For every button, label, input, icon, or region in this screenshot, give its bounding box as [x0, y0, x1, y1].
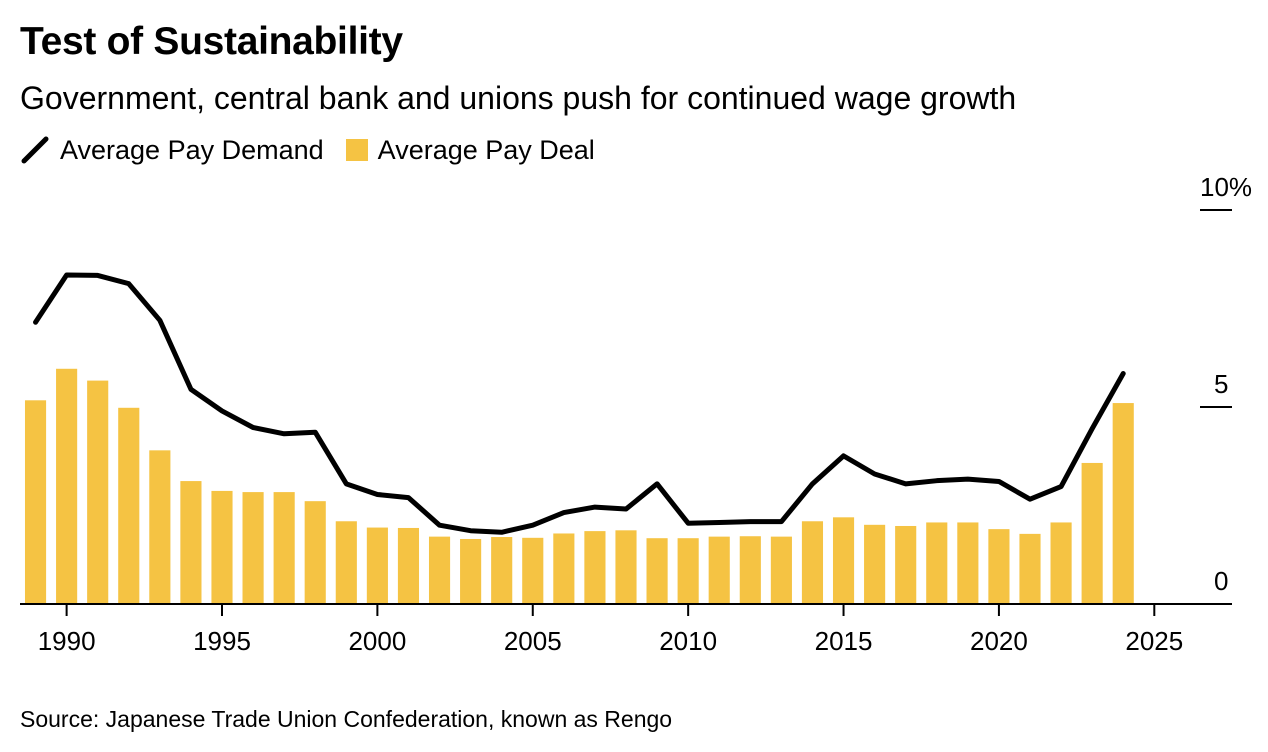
- x-tick-label-2005: 2005: [504, 626, 562, 656]
- bar-2012: [739, 536, 761, 604]
- x-tick-label-2015: 2015: [815, 626, 873, 656]
- y-tick-label-10: 10%: [1200, 172, 1252, 202]
- bar-1992: [118, 407, 140, 604]
- x-tick-label-2010: 2010: [659, 626, 717, 656]
- square-icon: [345, 139, 368, 161]
- bar-2019: [957, 522, 979, 604]
- bar-1993: [149, 450, 171, 604]
- bar-1996: [242, 492, 264, 604]
- bar-2015: [832, 517, 855, 604]
- bar-1991: [87, 380, 109, 604]
- bar-2023: [1081, 462, 1103, 604]
- bar-2011: [708, 536, 730, 604]
- source-note: Source: Japanese Trade Union Confederati…: [20, 706, 673, 732]
- legend-label-pay-demand: Average Pay Demand: [60, 134, 324, 165]
- bar-2016: [864, 524, 886, 604]
- x-tick-label-2000: 2000: [348, 626, 406, 656]
- bar-2007: [584, 531, 606, 604]
- bar-2018: [926, 522, 948, 604]
- bar-2021: [1019, 533, 1041, 604]
- bar-1995: [211, 490, 233, 604]
- x-tick-label-1990: 1990: [38, 626, 96, 656]
- bar-2010: [677, 538, 699, 604]
- x-tick-label-2025: 2025: [1125, 626, 1183, 656]
- legend-label-pay-deal: Average Pay Deal: [377, 134, 595, 165]
- bar-2024: [1112, 403, 1134, 604]
- bar-1990: [56, 368, 78, 604]
- bar-1998: [304, 501, 326, 604]
- bar-2020: [988, 529, 1010, 604]
- legend: Average Pay Demand Average Pay Deal: [20, 132, 617, 168]
- bar-2022: [1050, 522, 1072, 604]
- bar-2005: [522, 537, 544, 604]
- bar-2017: [895, 525, 917, 604]
- bar-2002: [428, 536, 451, 604]
- x-tick-label-1995: 1995: [193, 626, 251, 656]
- bar-2003: [460, 538, 482, 604]
- legend-item-pay-demand: Average Pay Demand: [20, 135, 324, 166]
- line-icon: [21, 136, 49, 164]
- bar-2000: [366, 527, 388, 604]
- chart-subtitle: Government, central bank and unions push…: [20, 80, 1017, 116]
- bar-2013: [770, 536, 792, 604]
- bar-1994: [180, 481, 202, 604]
- bar-1997: [273, 492, 295, 604]
- y-tick-label-5: 5: [1214, 369, 1228, 399]
- bar-2009: [646, 538, 668, 604]
- bar-1989: [24, 400, 47, 604]
- x-tick-label-2020: 2020: [970, 626, 1028, 656]
- y-tick-label-0: 0: [1214, 566, 1228, 596]
- bar-2006: [553, 533, 575, 604]
- bar-2004: [491, 537, 513, 604]
- legend-item-pay-deal: Average Pay Deal: [345, 134, 595, 166]
- pay-demand-line: [33, 272, 1126, 535]
- chart-title: Test of Sustainability: [20, 20, 403, 63]
- bar-2001: [397, 527, 420, 604]
- bar-2014: [801, 521, 824, 604]
- bar-2008: [615, 530, 637, 604]
- bar-1999: [335, 521, 357, 604]
